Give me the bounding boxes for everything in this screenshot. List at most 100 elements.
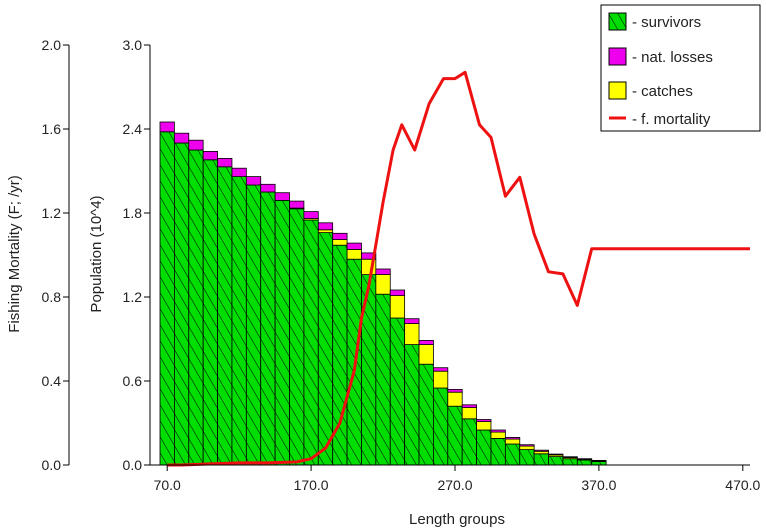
bar-nat-losses bbox=[461, 404, 477, 408]
bar-nat-losses bbox=[317, 222, 334, 231]
bar-catches bbox=[490, 431, 506, 439]
legend-frame bbox=[600, 4, 761, 132]
bar-survivors bbox=[490, 437, 506, 466]
legend-entry-nat-losses: - nat. losses bbox=[608, 47, 713, 66]
right-y-tick-label: 0.0 bbox=[123, 457, 143, 473]
bar-nat-losses bbox=[433, 367, 449, 372]
bar-nat-losses bbox=[404, 318, 420, 325]
bar-nat-losses bbox=[476, 419, 492, 422]
right-y-tick-label: 1.8 bbox=[123, 205, 143, 221]
bar-survivors bbox=[476, 429, 492, 466]
bar-nat-losses bbox=[289, 200, 305, 209]
line-layer bbox=[167, 70, 750, 467]
legend-label-survivors: - survivors bbox=[632, 14, 701, 31]
bar-nat-losses bbox=[418, 339, 434, 345]
bar-nat-losses bbox=[274, 192, 290, 201]
right-y-tick-label: 1.2 bbox=[123, 289, 143, 305]
left-y-axis-title: Fishing Mortality (F; /yr) bbox=[6, 175, 23, 333]
left-y-tick-label: 0.8 bbox=[42, 289, 62, 305]
legend-entry-survivors: - survivors bbox=[608, 12, 701, 31]
bar-nat-losses bbox=[159, 121, 175, 133]
bar-survivors bbox=[289, 208, 305, 466]
bar-nat-losses bbox=[562, 456, 578, 458]
legend-entry-f-mortality: - f. mortality bbox=[609, 111, 711, 128]
bar-survivors bbox=[188, 149, 204, 466]
x-tick-label: 270.0 bbox=[437, 477, 472, 493]
legend-swatch-catches bbox=[608, 81, 627, 100]
right-y-tick-label: 2.4 bbox=[123, 121, 143, 137]
bar-catches bbox=[461, 407, 477, 420]
bar-survivors bbox=[562, 458, 578, 466]
bar-survivors bbox=[202, 159, 218, 466]
bar-survivors bbox=[389, 317, 406, 466]
bar-survivors bbox=[245, 184, 262, 466]
bar-nat-losses bbox=[173, 132, 190, 144]
bar-survivors bbox=[217, 166, 233, 466]
x-tick-label: 70.0 bbox=[154, 477, 181, 493]
bar-nat-losses bbox=[346, 242, 362, 250]
bar-survivors bbox=[418, 363, 434, 466]
bar-nat-losses bbox=[519, 444, 535, 447]
x-tick-label: 170.0 bbox=[294, 477, 329, 493]
bar-nat-losses bbox=[447, 388, 463, 393]
bar-nat-losses bbox=[245, 176, 262, 186]
left-y-tick-label: 1.2 bbox=[42, 205, 62, 221]
bar-nat-losses bbox=[217, 157, 233, 168]
legend-label-catches: - catches bbox=[632, 83, 693, 100]
bars-layer bbox=[159, 121, 607, 466]
bar-survivors bbox=[375, 293, 391, 466]
bar-survivors bbox=[231, 176, 247, 466]
bar-catches bbox=[346, 248, 362, 260]
bar-survivors bbox=[433, 387, 449, 466]
bar-survivors bbox=[519, 449, 535, 466]
bar-survivors bbox=[461, 418, 477, 466]
axes-layer: 0.0 0.4 0.8 1.2 1.6 2.0 0.0 0.6 1.2 1.8 2.4 3.0 70.0… bbox=[42, 37, 761, 493]
bar-survivors bbox=[576, 459, 593, 466]
bar-nat-losses bbox=[504, 437, 521, 440]
left-y-tick-label: 2.0 bbox=[42, 37, 62, 53]
bar-nat-losses bbox=[389, 289, 406, 296]
right-y-tick-label: 3.0 bbox=[123, 37, 143, 53]
bar-survivors bbox=[533, 453, 549, 466]
legend-swatch-survivors bbox=[608, 12, 627, 31]
bar-survivors bbox=[173, 142, 190, 466]
bar-catches bbox=[447, 391, 463, 407]
bar-survivors bbox=[274, 199, 290, 466]
bar-catches bbox=[519, 445, 535, 451]
bar-catches bbox=[476, 421, 492, 431]
bar-catches bbox=[375, 274, 391, 295]
bar-nat-losses bbox=[231, 167, 247, 177]
bar-nat-losses bbox=[202, 150, 218, 161]
bar-catches bbox=[404, 323, 420, 346]
bar-survivors bbox=[317, 232, 334, 466]
left-y-tick-label: 0.4 bbox=[42, 373, 62, 389]
left-y-tick-label: 1.6 bbox=[42, 121, 62, 137]
bar-nat-losses bbox=[576, 458, 593, 460]
right-y-tick-label: 0.6 bbox=[123, 373, 143, 389]
bar-nat-losses bbox=[361, 252, 377, 260]
right-y-axis-title: Population (10^4) bbox=[88, 195, 105, 312]
legend-label-f-mortality: - f. mortality bbox=[632, 111, 711, 128]
bar-catches bbox=[433, 370, 449, 389]
bar-catches bbox=[317, 229, 334, 234]
legend: - survivors - nat. losses - catches - f.… bbox=[600, 4, 761, 132]
bar-catches bbox=[389, 295, 406, 319]
bar-nat-losses bbox=[188, 139, 204, 151]
bar-survivors bbox=[447, 405, 463, 466]
bar-nat-losses bbox=[332, 232, 348, 241]
legend-swatch-nat-losses bbox=[608, 47, 627, 66]
legend-label-nat-losses: - nat. losses bbox=[632, 49, 713, 66]
bar-catches bbox=[504, 438, 521, 445]
x-tick-label: 470.0 bbox=[725, 477, 760, 493]
bar-nat-losses bbox=[548, 453, 564, 456]
bar-survivors bbox=[303, 219, 319, 466]
bar-survivors bbox=[548, 456, 564, 466]
x-tick-label: 370.0 bbox=[581, 477, 616, 493]
x-axis-title: Length groups bbox=[409, 511, 505, 528]
legend-entry-catches: - catches bbox=[608, 81, 693, 100]
line-f-mortality bbox=[167, 70, 750, 467]
bar-nat-losses bbox=[375, 268, 391, 275]
bar-nat-losses bbox=[533, 449, 549, 452]
bar-nat-losses bbox=[260, 183, 276, 193]
